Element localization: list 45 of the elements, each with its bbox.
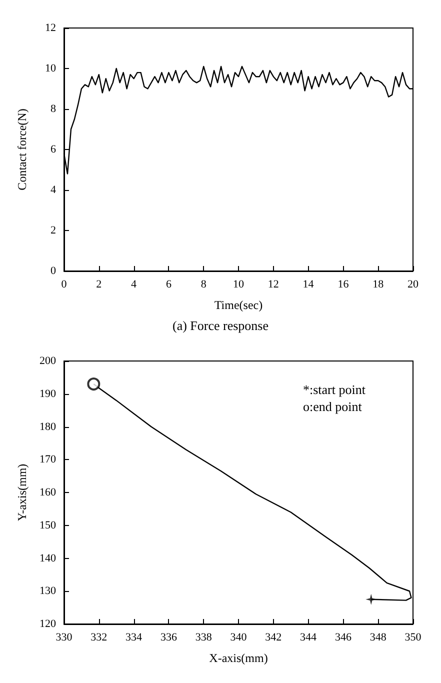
- x-tick-label: 10: [233, 278, 244, 290]
- x-tick-label: 12: [268, 278, 279, 290]
- x-tick-label: 342: [265, 632, 282, 644]
- y-tick-label: 12: [45, 22, 56, 34]
- y-tick-label: 10: [45, 62, 56, 74]
- y-tick-label: 150: [40, 519, 56, 532]
- y-tick-label: 2: [50, 224, 56, 236]
- y-tick-label: 130: [40, 585, 56, 598]
- x-tick-label: 334: [126, 632, 143, 644]
- annotation: *:start point: [303, 382, 366, 397]
- x-tick-label: 20: [408, 278, 419, 290]
- x-tick-label: 0: [61, 278, 68, 290]
- x-tick-label: 18: [372, 278, 384, 290]
- y-tick-label: 180: [40, 420, 56, 433]
- x-tick-label: 346: [334, 632, 352, 644]
- x-tick-label: 8: [200, 278, 207, 290]
- x-tick-label: 338: [195, 632, 212, 644]
- x-axis-title: X-axis(mm): [209, 651, 268, 665]
- y-tick-label: 8: [50, 103, 56, 115]
- y-axis-title: Y-axis(mm): [15, 464, 29, 522]
- x-tick-label: 16: [338, 278, 350, 290]
- x-tick-label: 350: [404, 632, 422, 644]
- y-tick-label: 6: [50, 144, 56, 156]
- y-tick-label: 170: [40, 454, 56, 466]
- x-tick-label: 2: [96, 278, 102, 290]
- annotation: o:end point: [303, 399, 362, 414]
- x-tick-label: 340: [230, 632, 248, 644]
- x-tick-label: 6: [166, 278, 172, 290]
- x-tick-label: 14: [302, 278, 314, 290]
- y-tick-label: 190: [40, 388, 56, 400]
- y-tick-label: 0: [50, 265, 56, 277]
- y-tick-label: 160: [40, 486, 56, 498]
- x-tick-label: 336: [160, 632, 178, 644]
- x-tick-label: 344: [300, 632, 318, 644]
- y-axis-title: Contact force(N): [15, 108, 29, 190]
- text: (a) Force response: [172, 318, 269, 333]
- y-tick-label: 140: [40, 552, 56, 564]
- x-tick-label: 332: [90, 632, 108, 644]
- y-tick-label: 200: [40, 355, 56, 367]
- x-tick-label: 330: [56, 632, 73, 644]
- y-tick-label: 120: [40, 618, 56, 630]
- x-tick-label: 348: [370, 632, 387, 644]
- y-tick-label: 4: [50, 184, 56, 196]
- x-tick-label: 4: [131, 278, 138, 290]
- x-axis-title: Time(sec): [214, 298, 263, 312]
